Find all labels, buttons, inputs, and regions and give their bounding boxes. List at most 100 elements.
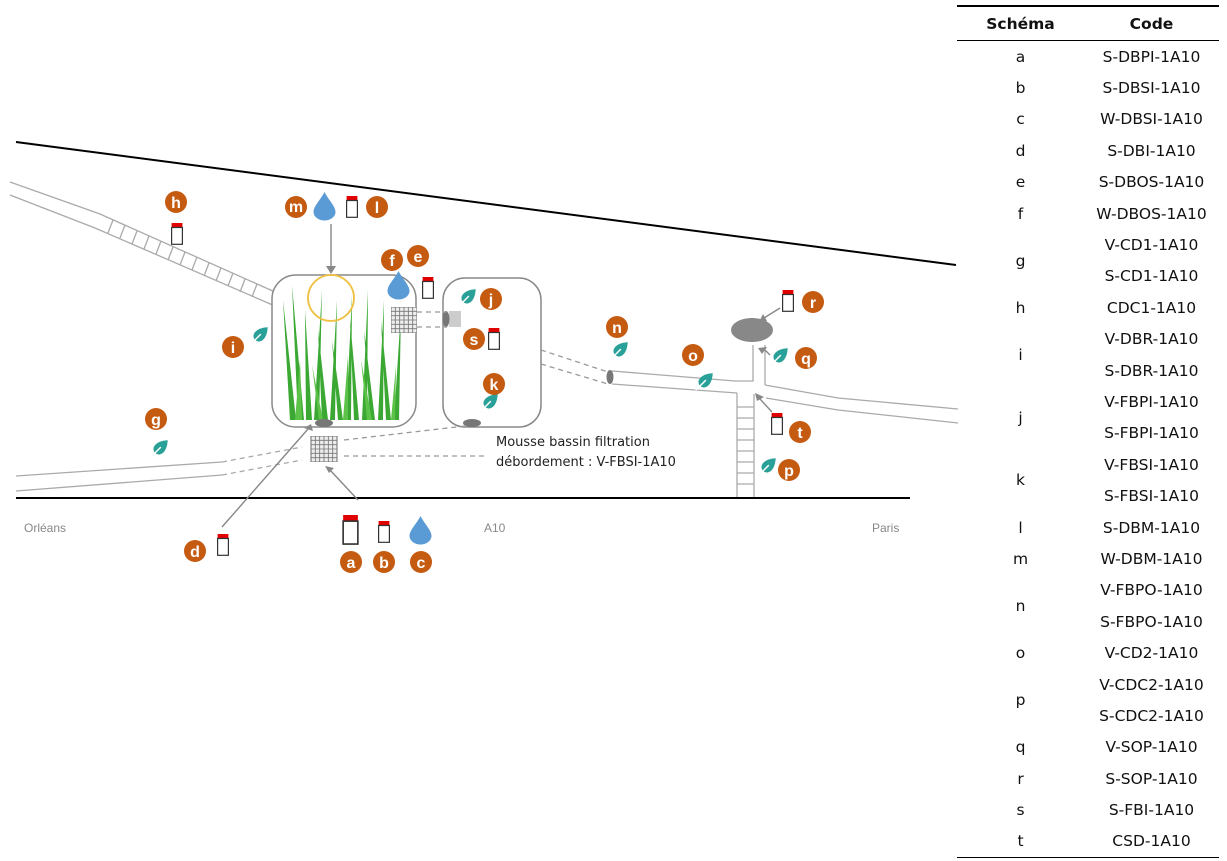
schema-cell: r <box>1017 769 1024 788</box>
filtration-basin <box>442 277 542 428</box>
code-cell: CSD-1A10 <box>1084 825 1219 859</box>
code-cell: CDC1-1A10 <box>1106 298 1197 317</box>
table-row: c W-DBSI-1A10 <box>957 104 1219 135</box>
schema-cell: e <box>1015 173 1026 192</box>
svg-text:r: r <box>810 295 816 312</box>
table-row: g V-CD1-1A10 <box>957 229 1219 270</box>
marker-e: e <box>407 245 429 267</box>
code-cell: V-CD1-1A10 <box>1104 236 1199 255</box>
schema-cell: j <box>1018 408 1023 427</box>
svg-text:i: i <box>231 340 235 357</box>
legend-header-row: Schéma Code <box>957 5 1219 41</box>
filter-connector <box>449 311 461 327</box>
svg-text:m: m <box>289 199 303 216</box>
reed-grass <box>283 285 401 420</box>
highlight-circle <box>307 274 355 322</box>
svg-text:j: j <box>488 292 493 309</box>
leaf-icon-g <box>150 440 168 458</box>
code-cell: W-DBOS-1A10 <box>1096 204 1207 223</box>
vial-icon-b <box>378 521 390 543</box>
table-row: S-CDC2-1A10 <box>957 700 1219 731</box>
table-row: j V-FBPI-1A10 <box>957 386 1219 427</box>
code-cell: S-CDC2-1A10 <box>1099 706 1204 725</box>
outlet-channel <box>611 345 959 497</box>
dashed-pipes <box>343 311 609 457</box>
schema-cell: m <box>1012 549 1029 568</box>
schema-cell: n <box>1015 597 1026 616</box>
code-cell: S-DBI-1A10 <box>1107 141 1196 160</box>
sampling-site-diagram: Orléans A10 Paris <box>9 141 959 573</box>
road-label-center: A10 <box>484 521 506 535</box>
table-row: q V-SOP-1A10 <box>957 732 1219 763</box>
basin-outlet <box>315 419 333 427</box>
table-row: S-FBPI-1A10 <box>957 418 1219 449</box>
table-row: i V-DBR-1A10 <box>957 324 1219 364</box>
table-row: o V-CD2-1A10 <box>957 637 1219 668</box>
header-schema: Schéma <box>957 5 1084 41</box>
slope-line <box>15 141 957 266</box>
marker-d: d <box>184 540 206 562</box>
code-cell: V-FBPO-1A10 <box>1100 581 1203 600</box>
table-row: e S-DBOS-1A10 <box>957 167 1219 198</box>
grid-filter-upper <box>391 307 417 333</box>
svg-text:c: c <box>417 555 426 572</box>
table-row: S-FBSI-1A10 <box>957 480 1219 511</box>
road-label-right: Paris <box>872 521 899 535</box>
marker-r: r <box>802 291 824 313</box>
svg-text:n: n <box>612 320 622 337</box>
table-row: S-DBR-1A10 <box>957 355 1219 386</box>
code-cell: V-FBPI-1A10 <box>1104 392 1199 411</box>
schema-cell: t <box>957 825 1084 859</box>
leaf-icon-q <box>770 348 788 366</box>
table-row: m W-DBM-1A10 <box>957 543 1219 574</box>
svg-text:e: e <box>414 249 423 266</box>
arrowheads <box>304 266 767 473</box>
code-legend: Schéma Code a S-DBPI-1A10 b S-DBSI-1A10 c W-D… <box>957 5 1219 859</box>
table-row: r S-SOP-1A10 <box>957 763 1219 794</box>
legend-body: a S-DBPI-1A10 b S-DBSI-1A10 c W-DBSI-1A10 d S-D… <box>957 41 1219 859</box>
schema-cell: p <box>1015 691 1026 710</box>
table-row: p V-CDC2-1A10 <box>957 669 1219 710</box>
schema-cell: d <box>1015 141 1026 160</box>
schema-cell: l <box>1018 518 1023 537</box>
leaf-icon-o <box>695 373 713 391</box>
code-cell: S-DBOS-1A10 <box>1098 173 1205 192</box>
drop-icon-m <box>313 192 336 221</box>
code-cell: V-DBR-1A10 <box>1104 330 1199 349</box>
schema-cell: i <box>1018 345 1023 364</box>
svg-text:t: t <box>797 425 803 442</box>
code-cell: S-SOP-1A10 <box>1105 769 1198 788</box>
marker-g: g <box>145 408 167 430</box>
marker-l: l <box>366 196 388 218</box>
marker-f: f <box>381 249 403 271</box>
leaf-icon-i <box>250 327 268 345</box>
vial-icon-t <box>771 413 783 435</box>
schema-cell: s <box>1016 801 1025 820</box>
marker-h: h <box>165 191 187 213</box>
vial-icon-h <box>171 223 183 245</box>
marker-c: c <box>410 551 432 573</box>
marker-a: a <box>340 551 362 573</box>
schema-cell: k <box>1016 471 1025 490</box>
schema-cell: h <box>1015 298 1026 317</box>
table-row: f W-DBOS-1A10 <box>957 198 1219 229</box>
marker-i: i <box>222 336 244 358</box>
marker-j: j <box>480 288 502 310</box>
table-row: S-FBPO-1A10 <box>957 606 1219 637</box>
svg-text:q: q <box>801 351 811 368</box>
svg-text:d: d <box>190 544 200 561</box>
svg-text:s: s <box>470 332 479 349</box>
code-cell: V-FBSI-1A10 <box>1104 455 1199 474</box>
vial-icon-s <box>488 328 500 350</box>
marker-t: t <box>789 421 811 443</box>
outlet-node <box>606 370 614 384</box>
schema-cell: q <box>1015 738 1026 757</box>
schema-cell: b <box>1015 79 1026 98</box>
code-cell: V-CD2-1A10 <box>1104 644 1199 663</box>
schema-cell: o <box>1015 644 1026 663</box>
code-cell: S-DBPI-1A10 <box>1102 47 1201 66</box>
svg-text:f: f <box>389 253 395 270</box>
header-code: Code <box>1084 5 1219 41</box>
vial-icon-e <box>422 277 434 299</box>
oil-separator <box>731 318 773 342</box>
